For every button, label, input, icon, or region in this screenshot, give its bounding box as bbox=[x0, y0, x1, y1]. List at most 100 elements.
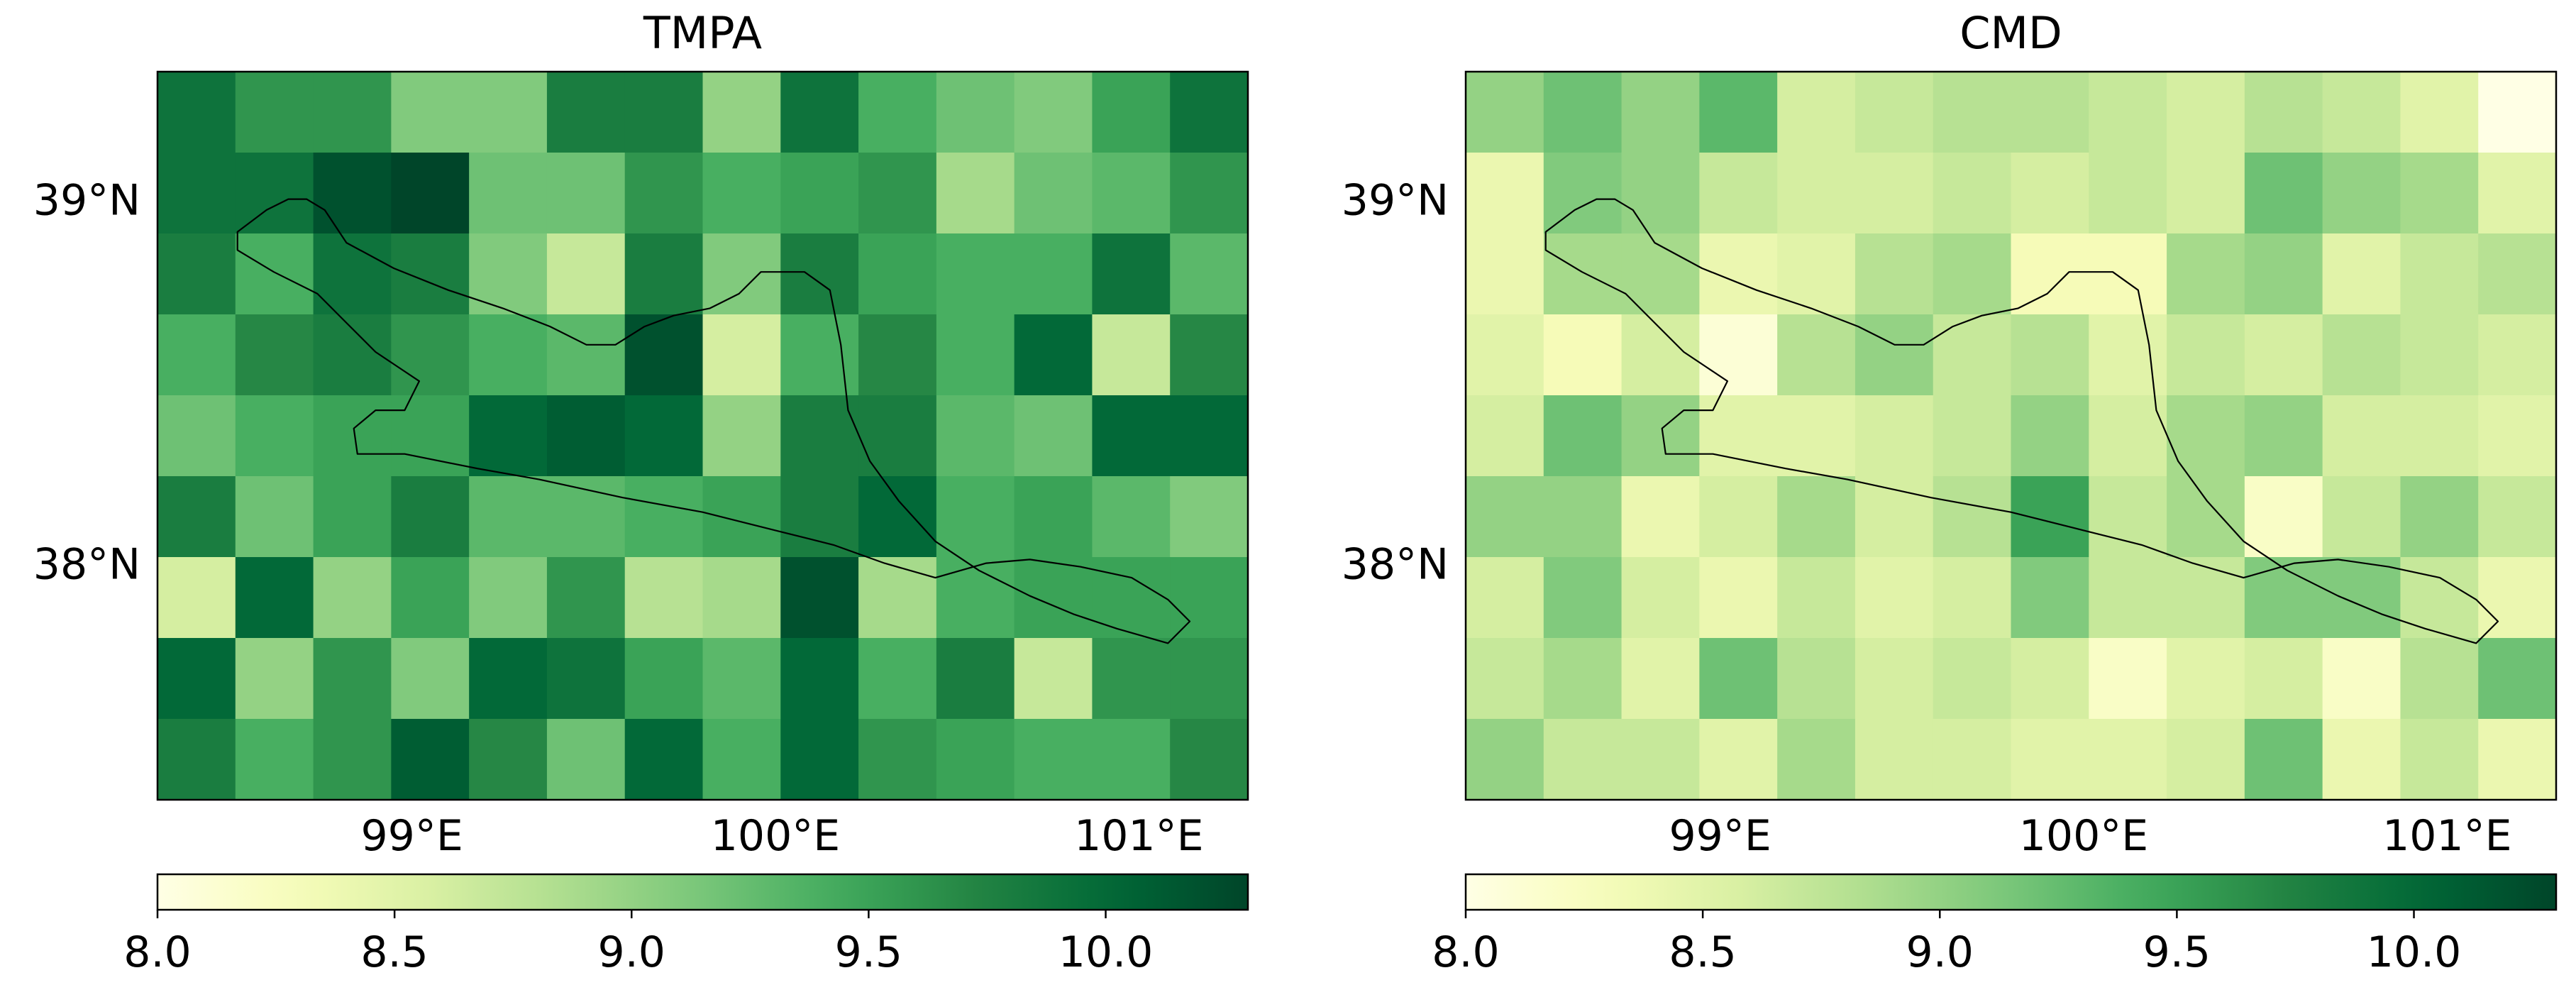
y-tick-label: 39°N bbox=[1342, 176, 1449, 226]
heatmap-cell bbox=[624, 476, 704, 558]
colorbar-tick-label: 8.0 bbox=[1432, 928, 1499, 977]
heatmap-cell bbox=[702, 557, 781, 639]
heatmap-cell bbox=[1621, 153, 1700, 234]
heatmap-cell bbox=[2167, 719, 2245, 800]
heatmap-cell bbox=[2322, 557, 2401, 639]
heatmap-cell bbox=[2011, 638, 2089, 720]
heatmap-cell bbox=[235, 395, 314, 477]
heatmap-cell bbox=[1014, 72, 1093, 153]
heatmap-cell bbox=[2244, 314, 2323, 396]
heatmap-cell bbox=[1621, 476, 1700, 558]
heatmap-cell bbox=[1621, 557, 1700, 639]
heatmap-cell bbox=[2244, 557, 2323, 639]
x-tick-label: 100°E bbox=[711, 811, 840, 861]
heatmap-cell bbox=[702, 476, 781, 558]
y-tick-label: 38°N bbox=[1342, 540, 1449, 590]
heatmap-cell bbox=[1092, 395, 1171, 477]
heatmap-cell bbox=[1014, 233, 1093, 315]
heatmap-cell bbox=[624, 638, 704, 720]
heatmap-cell bbox=[936, 153, 1015, 234]
heatmap-cell bbox=[2089, 557, 2167, 639]
heatmap-cell bbox=[1933, 233, 2012, 315]
heatmap-cell bbox=[546, 153, 626, 234]
heatmap-cell bbox=[391, 153, 470, 234]
heatmap-cell bbox=[2400, 719, 2479, 800]
heatmap-cell bbox=[235, 557, 314, 639]
heatmap-cell bbox=[235, 153, 314, 234]
heatmap-cell bbox=[313, 233, 392, 315]
heatmap-cell bbox=[1854, 476, 1934, 558]
heatmap-cell bbox=[780, 557, 859, 639]
heatmap-cell bbox=[1014, 476, 1093, 558]
heatmap-cell bbox=[2089, 638, 2167, 720]
heatmap-cell bbox=[780, 233, 859, 315]
chart-title: CMD bbox=[1959, 7, 2062, 59]
heatmap-cell bbox=[936, 638, 1015, 720]
heatmap-cell bbox=[2167, 314, 2245, 396]
heatmap-cell bbox=[1170, 476, 1249, 558]
heatmap-cell bbox=[858, 233, 937, 315]
heatmap-cell bbox=[702, 638, 781, 720]
heatmap-cell bbox=[2244, 153, 2323, 234]
heatmap-cell bbox=[1170, 557, 1249, 639]
heatmap-cell bbox=[235, 638, 314, 720]
heatmap-cell bbox=[2400, 557, 2479, 639]
heatmap-cell bbox=[1854, 638, 1934, 720]
heatmap-cell bbox=[1777, 557, 1856, 639]
heatmap-cell bbox=[2011, 719, 2089, 800]
heatmap-cell bbox=[2167, 476, 2245, 558]
heatmap-cell bbox=[391, 314, 470, 396]
heatmap-cell bbox=[780, 72, 859, 153]
heatmap-cell bbox=[235, 314, 314, 396]
heatmap-cell bbox=[235, 719, 314, 800]
heatmap-cell bbox=[936, 557, 1015, 639]
heatmap-cell bbox=[2322, 638, 2401, 720]
heatmap-cell bbox=[1466, 314, 1544, 396]
heatmap-cell bbox=[313, 719, 392, 800]
colorbar-tick-label: 10.0 bbox=[1058, 928, 1154, 977]
heatmap-cell bbox=[2167, 638, 2245, 720]
heatmap-cell bbox=[1170, 233, 1249, 315]
x-tick-label: 101°E bbox=[1074, 811, 1203, 861]
heatmap-cell bbox=[2089, 153, 2167, 234]
heatmap-cell bbox=[1466, 638, 1544, 720]
heatmap-cell bbox=[2478, 153, 2557, 234]
heatmap-cell bbox=[1699, 719, 1778, 800]
heatmap-cell bbox=[2011, 557, 2089, 639]
heatmap-cell bbox=[313, 395, 392, 477]
heatmap-cell bbox=[235, 72, 314, 153]
heatmap-cell bbox=[546, 233, 626, 315]
heatmap-cell bbox=[2478, 719, 2557, 800]
heatmap-cell bbox=[391, 476, 470, 558]
map-frame bbox=[1464, 70, 2558, 801]
heatmap-cell bbox=[936, 476, 1015, 558]
colorbar-tick-label: 9.0 bbox=[1906, 928, 1974, 977]
heatmap-cell bbox=[624, 153, 704, 234]
heatmap-cell bbox=[858, 476, 937, 558]
heatmap-cell bbox=[2244, 233, 2323, 315]
heatmap-cell bbox=[2244, 72, 2323, 153]
heatmap-cell bbox=[1777, 72, 1856, 153]
heatmap-cell bbox=[1014, 557, 1093, 639]
heatmap-cell bbox=[546, 395, 626, 477]
heatmap-cell bbox=[1699, 153, 1778, 234]
heatmap-cell bbox=[1699, 72, 1778, 153]
chart-title: TMPA bbox=[643, 7, 762, 59]
heatmap-cell bbox=[2322, 233, 2401, 315]
heatmap-cell bbox=[2011, 476, 2089, 558]
heatmap-cell bbox=[391, 719, 470, 800]
heatmap-cell bbox=[858, 638, 937, 720]
x-tick-label: 100°E bbox=[2019, 811, 2148, 861]
heatmap-cell bbox=[2244, 719, 2323, 800]
colorbar-tick-label: 8.0 bbox=[123, 928, 191, 977]
heatmap-cell bbox=[313, 153, 392, 234]
heatmap-cell bbox=[624, 233, 704, 315]
heatmap-cell bbox=[2089, 476, 2167, 558]
heatmap-cell bbox=[1699, 233, 1778, 315]
heatmap-cell bbox=[157, 153, 236, 234]
heatmap-cell bbox=[2322, 153, 2401, 234]
heatmap-cell bbox=[2244, 395, 2323, 477]
basin-outline bbox=[1544, 198, 2499, 644]
heatmap-cell bbox=[1466, 719, 1544, 800]
